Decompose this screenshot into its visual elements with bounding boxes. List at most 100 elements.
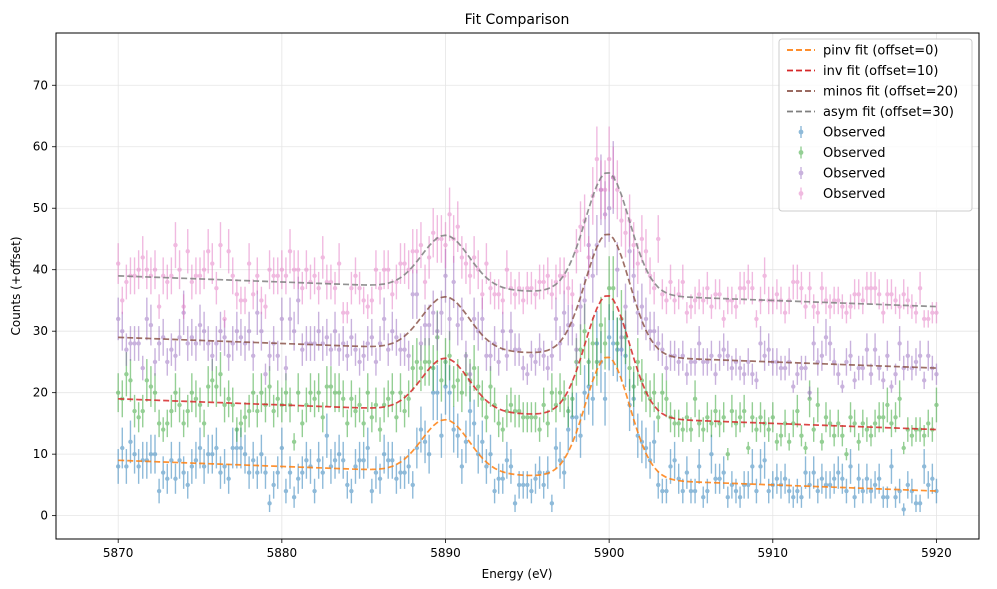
data-point (827, 421, 833, 426)
data-point (516, 347, 522, 352)
data-point (791, 494, 796, 500)
data-point (860, 365, 866, 371)
data-point (410, 482, 415, 488)
data-point (377, 285, 383, 291)
data-point (369, 298, 375, 303)
data-point (210, 353, 215, 358)
data-point (451, 427, 456, 432)
data-point (345, 421, 350, 426)
data-point (684, 470, 690, 475)
data-point (341, 396, 346, 402)
data-point (913, 501, 919, 506)
data-point (803, 470, 808, 475)
data-point (369, 415, 375, 420)
data-point (831, 298, 837, 303)
data-point (156, 341, 162, 346)
data-point (451, 384, 456, 389)
legend-marker (798, 191, 804, 196)
legend-label: inv fit (offset=10) (823, 64, 938, 79)
data-point (762, 458, 767, 463)
data-point (905, 482, 911, 488)
data-point (717, 353, 722, 358)
data-point (582, 298, 587, 303)
data-point (893, 494, 898, 500)
data-point (868, 488, 874, 494)
data-point (181, 421, 186, 426)
data-point (259, 451, 264, 457)
data-point (934, 488, 939, 494)
data-point (271, 273, 276, 279)
legend-label: Observed (823, 187, 886, 202)
data-point (627, 365, 632, 371)
data-point (242, 415, 248, 420)
data-point (926, 421, 931, 426)
data-point (529, 285, 534, 291)
data-point (361, 421, 366, 426)
data-point (590, 396, 595, 402)
data-point (349, 335, 354, 340)
data-point (795, 279, 800, 285)
data-point (529, 415, 534, 420)
data-point (345, 353, 350, 358)
data-point (782, 476, 788, 481)
data-point (680, 353, 685, 358)
data-point (271, 408, 276, 414)
data-point (455, 322, 460, 328)
legend-label: Observed (823, 126, 886, 141)
data-point (115, 390, 121, 395)
data-point (930, 310, 935, 315)
data-point (463, 439, 469, 445)
data-point (398, 390, 403, 395)
data-point (680, 427, 685, 432)
data-point (120, 298, 125, 303)
data-point (218, 470, 223, 475)
data-point (488, 451, 493, 457)
data-point (316, 328, 321, 334)
data-point (386, 267, 391, 272)
legend-marker (798, 170, 804, 176)
data-point (664, 396, 669, 402)
data-point (377, 427, 383, 432)
plot-area (115, 126, 939, 516)
data-point (422, 439, 428, 445)
data-point (737, 494, 743, 500)
data-point (656, 236, 661, 242)
data-point (807, 285, 812, 291)
data-point (750, 464, 755, 469)
data-point (439, 378, 444, 383)
data-point (193, 273, 199, 279)
data-point (484, 415, 489, 420)
data-point (169, 273, 174, 279)
data-point (705, 488, 710, 494)
data-point (713, 372, 718, 377)
data-point (921, 378, 927, 383)
data-point (885, 402, 890, 408)
data-point (324, 433, 330, 438)
data-point (660, 390, 665, 395)
data-point (120, 328, 125, 334)
data-point (557, 341, 563, 346)
data-point (197, 445, 203, 451)
data-point (664, 365, 669, 371)
data-point (197, 273, 203, 279)
data-point (267, 267, 272, 272)
x-tick-label: 5900 (594, 546, 625, 560)
data-point (422, 279, 428, 285)
data-point (570, 396, 575, 402)
data-point (721, 316, 726, 322)
data-point (786, 488, 792, 494)
data-point (255, 408, 260, 414)
data-point (860, 488, 866, 494)
fit-curve (118, 233, 937, 369)
data-point (156, 421, 162, 426)
data-point (705, 415, 710, 420)
data-point (533, 415, 538, 420)
data-point (357, 402, 362, 408)
data-point (251, 390, 256, 395)
data-point (251, 458, 256, 463)
data-point (296, 476, 301, 481)
data-point (492, 292, 497, 297)
data-point (128, 378, 133, 383)
data-point (881, 415, 886, 420)
y-tick-label: 20 (33, 386, 48, 400)
